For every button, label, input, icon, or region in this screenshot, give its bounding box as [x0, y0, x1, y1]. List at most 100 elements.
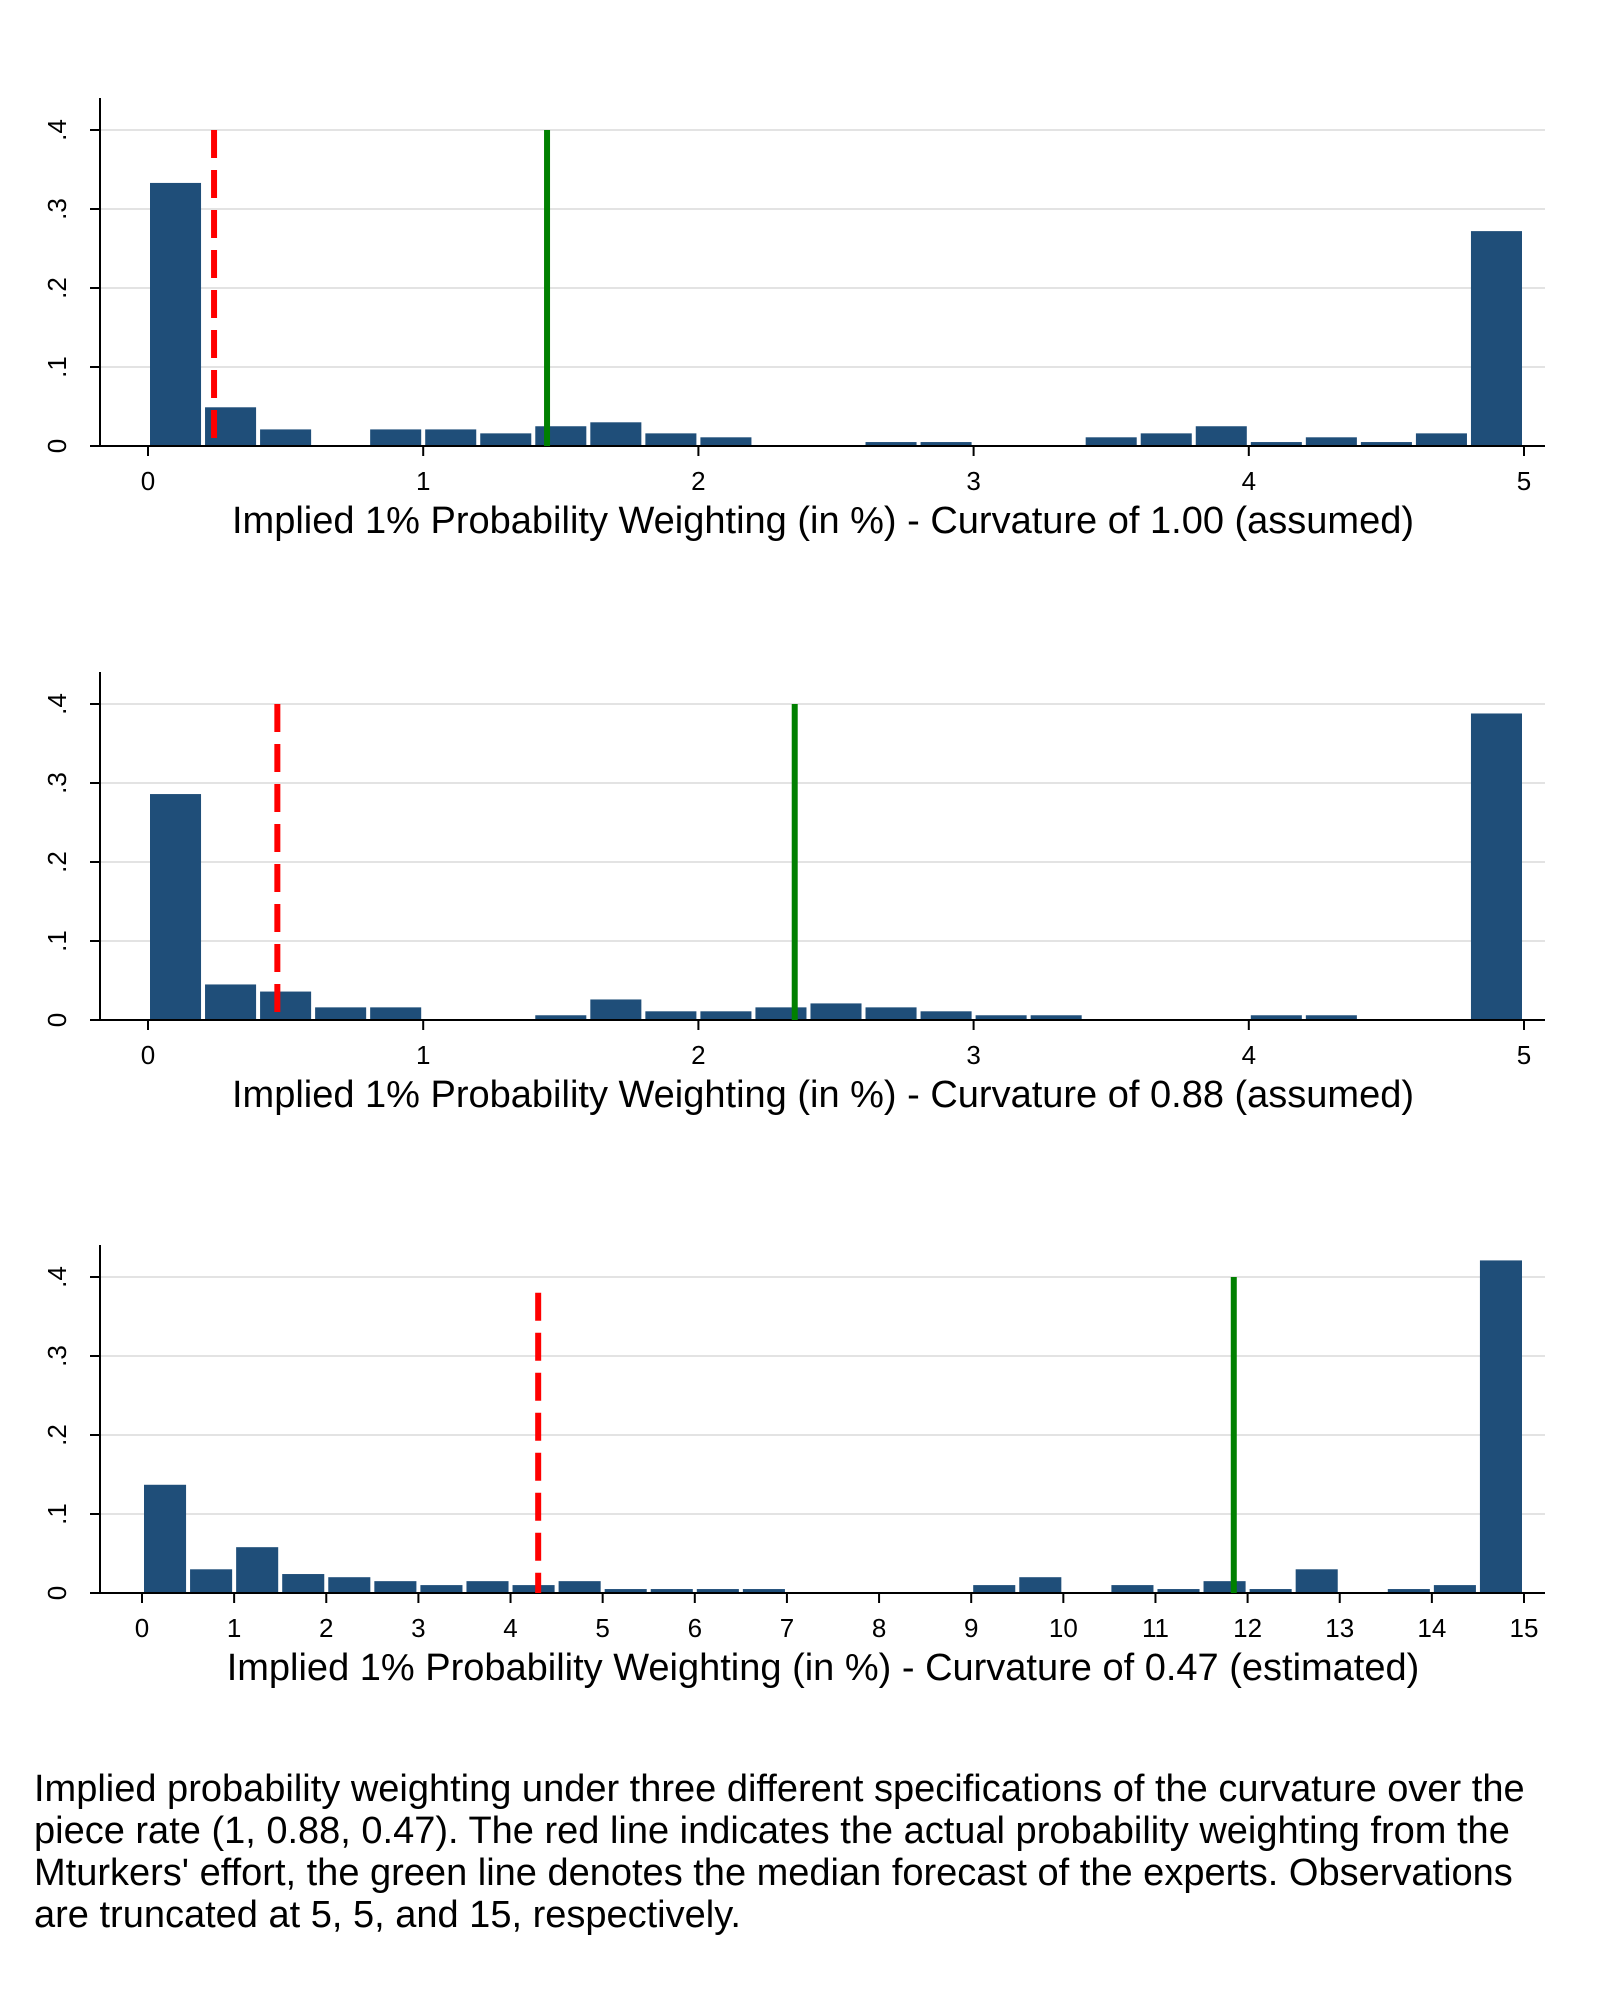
histogram-bar	[1203, 1581, 1246, 1593]
histogram-bar	[590, 422, 642, 446]
histogram-bar	[645, 1011, 697, 1020]
y-tick-label: 0	[42, 439, 72, 453]
x-tick-label: 0	[141, 1040, 155, 1070]
histogram-bar	[370, 429, 422, 446]
histogram-bar	[1360, 442, 1412, 446]
histogram-bar	[1085, 437, 1137, 446]
histogram-bar	[865, 442, 917, 446]
y-tick-label: .2	[42, 277, 72, 299]
histogram-bar	[558, 1581, 601, 1593]
x-tick-label: 4	[1242, 466, 1256, 496]
histogram-bar	[696, 1589, 739, 1593]
histogram-bar	[920, 442, 972, 446]
y-tick-label: .1	[42, 930, 72, 952]
x-tick-label: 4	[1242, 1040, 1256, 1070]
histogram-bar	[370, 1007, 422, 1020]
x-tick-label: 13	[1325, 1613, 1354, 1643]
histogram-bar	[1250, 442, 1302, 446]
x-tick-label: 3	[966, 1040, 980, 1070]
y-tick-label: .4	[42, 1266, 72, 1288]
x-tick-label: 2	[319, 1613, 333, 1643]
x-tick-label: 5	[1517, 466, 1531, 496]
histogram-bar	[1030, 1015, 1082, 1020]
histogram-panel-1: 0 .1 .2 .3 .4 0 1 2 3 4 5 Implied 1% Probability We…	[42, 98, 1545, 542]
y-tick-label: .1	[42, 1503, 72, 1525]
y-tick-label: 0	[42, 1586, 72, 1600]
figure-caption: Implied probability weighting under thre…	[34, 1768, 1525, 1936]
histogram-bar	[315, 1007, 367, 1020]
histogram-bar	[742, 1589, 785, 1593]
x-tick-label: 3	[411, 1613, 425, 1643]
x-tick-label: 7	[780, 1613, 794, 1643]
x-tick-label: 4	[503, 1613, 517, 1643]
x-tick-label: 0	[135, 1613, 149, 1643]
histogram-bar	[1249, 1589, 1292, 1593]
histogram-bar	[1470, 231, 1522, 446]
x-tick-label: 11	[1142, 1613, 1169, 1643]
x-tick-label: 9	[964, 1613, 978, 1643]
x-axis-title: Implied 1% Probability Weighting (in %) …	[232, 1074, 1414, 1116]
histogram-bar	[190, 1569, 233, 1593]
histogram-bar	[1250, 1015, 1302, 1020]
histogram-bar	[973, 1585, 1016, 1593]
histogram-bar	[865, 1007, 917, 1020]
histogram-bar	[236, 1547, 279, 1593]
x-tick-label: 6	[688, 1613, 702, 1643]
histogram-bar	[425, 429, 477, 446]
histogram-bar	[150, 794, 202, 1020]
x-tick-label: 12	[1233, 1613, 1262, 1643]
histogram-bar	[480, 433, 532, 446]
histogram-bar	[700, 437, 752, 446]
x-tick-label: 1	[416, 1040, 430, 1070]
x-tick-label: 1	[416, 466, 430, 496]
histogram-bar	[1111, 1585, 1154, 1593]
y-tick-label: .2	[42, 1424, 72, 1446]
histogram-bar	[1140, 433, 1192, 446]
histogram-bar	[1387, 1589, 1430, 1593]
histogram-panel-2: 0 .1 .2 .3 .4 0 1 2 3 4 5 Implied 1% Probability We…	[42, 672, 1545, 1116]
histogram-bar	[420, 1585, 463, 1593]
histogram-bar	[920, 1011, 972, 1020]
histogram-bar	[535, 1015, 587, 1020]
histogram-bar	[260, 429, 312, 446]
x-tick-label: 8	[872, 1613, 886, 1643]
y-tick-label: .3	[42, 1345, 72, 1367]
histogram-bar	[1433, 1585, 1476, 1593]
histogram-bar	[604, 1589, 647, 1593]
y-tick-label: .1	[42, 356, 72, 378]
histogram-bar	[810, 1003, 862, 1020]
histogram-bar	[150, 182, 202, 446]
histogram-bar	[1479, 1260, 1522, 1593]
histogram-bar	[590, 999, 642, 1020]
histogram-bar	[144, 1484, 187, 1593]
y-tick-label: .2	[42, 851, 72, 873]
histogram-bar	[205, 984, 257, 1020]
histogram-bar	[1305, 437, 1357, 446]
histogram-bar	[374, 1581, 417, 1593]
y-tick-label: .4	[42, 119, 72, 141]
histogram-bar	[512, 1585, 555, 1593]
histogram-bar	[328, 1577, 371, 1593]
x-tick-label: 15	[1510, 1613, 1539, 1643]
y-tick-label: .3	[42, 198, 72, 220]
histogram-bar	[1470, 713, 1522, 1020]
x-tick-label: 5	[595, 1613, 609, 1643]
histogram-bar	[1019, 1577, 1062, 1593]
y-tick-label: .3	[42, 772, 72, 794]
x-axis-title: Implied 1% Probability Weighting (in %) …	[227, 1647, 1420, 1689]
x-tick-label: 0	[141, 466, 155, 496]
y-tick-label: 0	[42, 1013, 72, 1027]
histogram-bar	[645, 433, 697, 446]
x-tick-label: 2	[691, 466, 705, 496]
histogram-bar	[1195, 426, 1247, 446]
x-axis-title: Implied 1% Probability Weighting (in %) …	[232, 500, 1414, 542]
x-tick-label: 10	[1049, 1613, 1078, 1643]
histogram-bar	[1415, 433, 1467, 446]
x-tick-label: 2	[691, 1040, 705, 1070]
histogram-bar	[975, 1015, 1027, 1020]
histogram-bar	[755, 1007, 807, 1020]
histogram-bar	[1157, 1589, 1200, 1593]
histogram-bar	[1305, 1015, 1357, 1020]
